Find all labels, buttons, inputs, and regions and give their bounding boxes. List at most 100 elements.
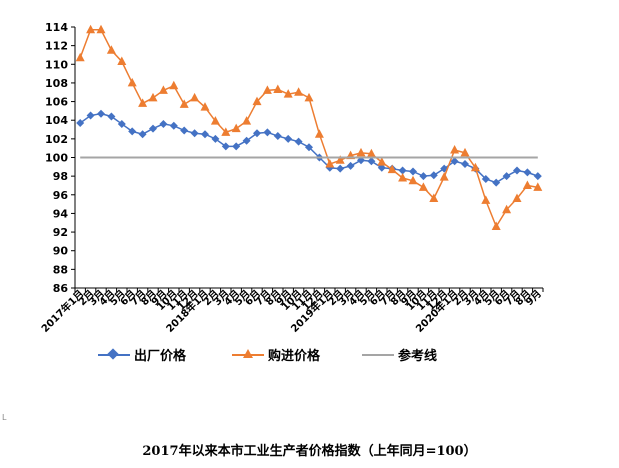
y-tick-label: 114: [45, 21, 68, 34]
y-tick-label: 92: [53, 226, 68, 239]
purchase-price-point: [148, 92, 158, 102]
purchase-price-point: [138, 98, 148, 107]
purchase-price-point: [242, 116, 252, 125]
purchase-price-point: [179, 99, 189, 108]
y-tick-label: 112: [45, 40, 68, 53]
purchase-price-point: [366, 148, 376, 158]
purchase-price-point: [377, 157, 387, 166]
factory-price-point: [169, 121, 178, 130]
factory-price-point: [76, 119, 85, 128]
factory-price-point: [398, 166, 407, 175]
purchase-price-point: [387, 164, 397, 174]
factory-price-point: [481, 174, 490, 183]
purchase-price-point: [273, 84, 283, 93]
y-tick-label: 90: [53, 245, 69, 258]
factory-price-point: [346, 161, 355, 170]
purchase-price-point: [408, 175, 418, 185]
purchase-price-point: [190, 92, 200, 102]
legend-factory-marker: [107, 348, 119, 360]
purchase-price-point: [460, 147, 470, 157]
purchase-price-point: [512, 193, 522, 203]
factory-price-point: [201, 130, 209, 139]
purchase-price-point: [429, 193, 439, 203]
purchase-price-point: [117, 56, 127, 65]
legend: 出厂价格 购进价格 参考线: [98, 348, 437, 364]
factory-price-point: [128, 127, 137, 136]
factory-price-point: [221, 142, 230, 151]
factory-price-point: [294, 137, 303, 146]
purchase-price-point: [106, 45, 116, 54]
factory-price-point: [502, 172, 511, 181]
purchase-price-point: [231, 123, 241, 133]
y-tick-label: 86: [53, 282, 69, 295]
factory-price-point: [263, 128, 272, 137]
y-tick-label: 108: [45, 77, 68, 90]
purchase-price-point: [127, 77, 137, 87]
purchase-price-point: [158, 85, 168, 94]
purchase-price-point: [439, 172, 449, 181]
corner-mark: L: [2, 413, 7, 422]
factory-price-point: [523, 168, 532, 177]
purchase-price-line: [79, 29, 538, 229]
factory-price-point: [211, 134, 220, 143]
purchase-price-point: [533, 182, 543, 191]
purchase-price-point: [335, 155, 345, 164]
purchase-price-point: [304, 92, 314, 102]
y-tick-label: 104: [45, 114, 68, 127]
y-tick-label: 98: [53, 170, 68, 183]
series-layer: [75, 24, 543, 230]
factory-price-point: [253, 129, 261, 138]
legend-factory-label: 出厂价格: [134, 348, 187, 364]
purchase-price-point: [200, 102, 210, 111]
factory-price-point: [232, 142, 241, 151]
y-tick-label: 96: [53, 189, 69, 202]
factory-price-point: [138, 130, 147, 139]
factory-price-point: [429, 171, 438, 180]
y-tick-label: 100: [45, 152, 68, 165]
factory-price-point: [533, 172, 542, 181]
legend-purchase-label: 购进价格: [268, 348, 321, 364]
purchase-price-point: [502, 204, 512, 214]
y-tick-label: 110: [45, 58, 68, 71]
purchase-price-point: [252, 96, 262, 106]
factory-price-point: [180, 126, 189, 135]
factory-price-point: [461, 160, 469, 169]
legend-reference-label: 参考线: [398, 348, 437, 364]
y-tick-label: 102: [45, 133, 68, 146]
purchase-price-point: [522, 180, 532, 189]
purchase-price-point: [210, 116, 220, 125]
factory-price-point: [273, 132, 282, 141]
purchase-price-point: [96, 24, 106, 34]
purchase-price-point: [398, 173, 408, 182]
purchase-price-point: [169, 80, 179, 90]
y-tick-label: 88: [53, 263, 68, 276]
factory-price-point: [284, 134, 293, 143]
purchase-price-point: [470, 162, 480, 172]
factory-price-point: [305, 143, 313, 152]
purchase-price-point: [418, 182, 428, 191]
factory-price-point: [242, 136, 251, 145]
factory-price-point: [117, 119, 126, 128]
purchase-price-point: [450, 145, 460, 154]
purchase-price-point: [325, 159, 335, 168]
legend-purchase-marker: [243, 349, 253, 358]
purchase-price-point: [481, 195, 491, 204]
factory-price-point: [450, 157, 459, 166]
purchase-price-point: [294, 87, 304, 96]
factory-price-point: [336, 164, 345, 173]
x-axis: 2017年1月2月3月4月5月6月7月8月9月10月11月12月2018年1月2…: [38, 287, 544, 335]
y-tick-label: 94: [53, 207, 69, 220]
purchase-price-point: [75, 52, 85, 62]
y-tick-label: 106: [45, 96, 68, 109]
factory-price-point: [149, 124, 157, 133]
purchase-price-point: [221, 127, 231, 136]
factory-price-point: [367, 157, 376, 166]
factory-price-point: [419, 172, 428, 181]
purchase-price-point: [262, 85, 272, 94]
factory-price-point: [492, 178, 501, 187]
factory-price-point: [190, 129, 199, 138]
y-axis: 86 88 90 92 94 96 98 100 102 104 106 108 110 112 114: [45, 21, 76, 295]
factory-price-point: [159, 119, 168, 128]
